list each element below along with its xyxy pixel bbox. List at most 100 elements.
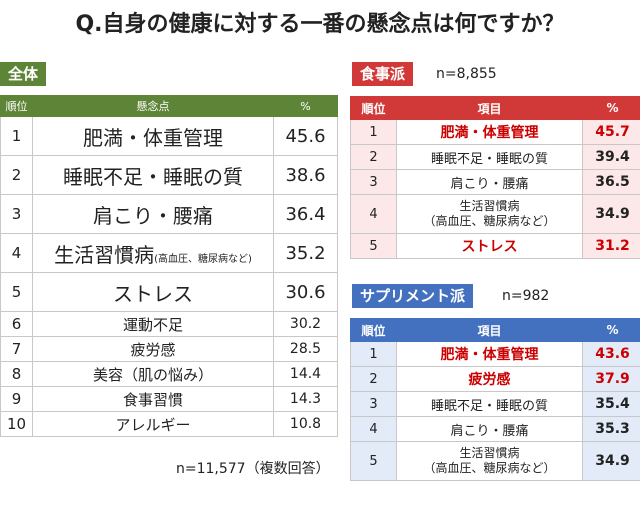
table-cell: 9: [0, 386, 33, 412]
table-cell: 1: [0, 116, 33, 156]
table-cell: 34.9: [582, 441, 640, 481]
table-row: 1 肥満・体重管理 43.6: [350, 341, 640, 367]
table-cell: ストレス: [396, 233, 583, 259]
table-cell: 14.3: [273, 386, 338, 412]
table-cell: 5: [350, 441, 397, 481]
table-cell: 38.6: [273, 155, 338, 195]
table-row: 4 生活習慣病(高血圧、糖尿病など) 35.2: [0, 233, 338, 273]
rank-header: 順位: [350, 96, 397, 120]
table-cell: 2: [350, 366, 397, 392]
table-cell: 食事習慣: [32, 386, 274, 412]
table-cell: 5: [350, 233, 397, 259]
overall-table: 順位 懸念点 % 1 肥満・体重管理 45.6 2 睡眠不足・睡眠の質 38.6 3 肩こ…: [0, 95, 338, 437]
diet-n-label: n=8,855: [436, 66, 497, 82]
page-title: Q.自身の健康に対する一番の懸念点は何ですか？: [75, 12, 565, 37]
table-cell: 36.4: [273, 194, 338, 234]
table-cell: 39.4: [582, 144, 640, 170]
diet-tag: 食事派: [352, 62, 414, 86]
table-cell: 5: [0, 272, 33, 312]
table-row: 2 疲労感 37.9: [350, 366, 640, 392]
table-cell: 45.7: [582, 119, 640, 145]
diet-table: 順位 項目 % 1 肥満・体重管理 45.7 2 睡眠不足・睡眠の質 39.4 3 肩こり…: [350, 96, 640, 259]
pct-header: %: [273, 95, 338, 117]
table-row: 4 生活習慣病 （高血圧、糖尿病など） 34.9: [350, 194, 640, 234]
table-row: 1 肥満・体重管理 45.7: [350, 119, 640, 145]
table-cell: 1: [350, 341, 397, 367]
table-cell: 45.6: [273, 116, 338, 156]
table-row: 1 肥満・体重管理 45.6: [0, 116, 338, 156]
table-cell: 疲労感: [32, 336, 274, 362]
table-cell: 35.2: [273, 233, 338, 273]
table-cell: 美容（肌の悩み）: [32, 361, 274, 387]
rank-header: 順位: [0, 95, 33, 117]
table-cell: 28.5: [273, 336, 338, 362]
table-cell: 30.2: [273, 311, 338, 337]
table-header-row: 順位 懸念点 %: [0, 95, 338, 117]
table-cell: 35.4: [582, 391, 640, 417]
table-cell: 疲労感: [396, 366, 583, 392]
table-cell: 35.3: [582, 416, 640, 442]
table-cell: 肩こり・腰痛: [396, 169, 583, 195]
pct-header: %: [582, 96, 640, 120]
table-cell: 4: [0, 233, 33, 273]
table-cell: 37.9: [582, 366, 640, 392]
table-cell: 10.8: [273, 411, 338, 437]
supplement-table: 順位 項目 % 1 肥満・体重管理 43.6 2 疲労感 37.9 3 睡眠不足・睡眠の質…: [350, 318, 640, 481]
table-cell: 肥満・体重管理: [396, 341, 583, 367]
table-cell: 肩こり・腰痛: [396, 416, 583, 442]
table-cell: 睡眠不足・睡眠の質: [396, 391, 583, 417]
table-row: 8 美容（肌の悩み） 14.4: [0, 361, 338, 387]
table-cell: 2: [0, 155, 33, 195]
table-cell: 7: [0, 336, 33, 362]
table-row: 2 睡眠不足・睡眠の質 39.4: [350, 144, 640, 170]
table-header-row: 順位 項目 %: [350, 318, 640, 342]
table-cell: 肥満・体重管理: [32, 116, 274, 156]
table-cell: 生活習慣病 （高血圧、糖尿病など）: [396, 194, 583, 234]
item-header: 懸念点: [32, 95, 274, 117]
table-cell: 生活習慣病(高血圧、糖尿病など): [32, 233, 274, 273]
table-row: 3 睡眠不足・睡眠の質 35.4: [350, 391, 640, 417]
table-header-row: 順位 項目 %: [350, 96, 640, 120]
table-row: 2 睡眠不足・睡眠の質 38.6: [0, 155, 338, 195]
supplement-n-label: n=982: [502, 288, 550, 304]
table-cell: 4: [350, 416, 397, 442]
overall-tag: 全体: [0, 62, 47, 86]
table-cell: 睡眠不足・睡眠の質: [396, 144, 583, 170]
table-cell: 30.6: [273, 272, 338, 312]
table-cell: 肩こり・腰痛: [32, 194, 274, 234]
rank-header: 順位: [350, 318, 397, 342]
table-cell: 肥満・体重管理: [396, 119, 583, 145]
table-cell: 3: [350, 391, 397, 417]
item-note: (高血圧、糖尿病など): [154, 253, 252, 265]
table-cell: 36.5: [582, 169, 640, 195]
table-row: 3 肩こり・腰痛 36.4: [0, 194, 338, 234]
table-row: 5 ストレス 31.2: [350, 233, 640, 259]
table-cell: 3: [0, 194, 33, 234]
table-row: 3 肩こり・腰痛 36.5: [350, 169, 640, 195]
item-header: 項目: [396, 318, 583, 342]
table-cell: 生活習慣病 （高血圧、糖尿病など）: [396, 441, 583, 481]
table-cell: 4: [350, 194, 397, 234]
table-row: 5 生活習慣病 （高血圧、糖尿病など） 34.9: [350, 441, 640, 481]
table-cell: ストレス: [32, 272, 274, 312]
pct-header: %: [582, 318, 640, 342]
table-cell: 睡眠不足・睡眠の質: [32, 155, 274, 195]
table-row: 5 ストレス 30.6: [0, 272, 338, 312]
item-header: 項目: [396, 96, 583, 120]
table-cell: 10: [0, 411, 33, 437]
table-cell: 8: [0, 361, 33, 387]
table-row: 4 肩こり・腰痛 35.3: [350, 416, 640, 442]
table-cell: 31.2: [582, 233, 640, 259]
table-cell: 34.9: [582, 194, 640, 234]
table-cell: 1: [350, 119, 397, 145]
overall-n-label: n=11,577（複数回答）: [176, 461, 330, 477]
table-cell: 運動不足: [32, 311, 274, 337]
table-cell: 43.6: [582, 341, 640, 367]
table-row: 9 食事習慣 14.3: [0, 386, 338, 412]
table-cell: 2: [350, 144, 397, 170]
table-row: 7 疲労感 28.5: [0, 336, 338, 362]
table-cell: 3: [350, 169, 397, 195]
table-cell: 14.4: [273, 361, 338, 387]
supplement-tag: サプリメント派: [352, 284, 474, 308]
table-cell: 6: [0, 311, 33, 337]
